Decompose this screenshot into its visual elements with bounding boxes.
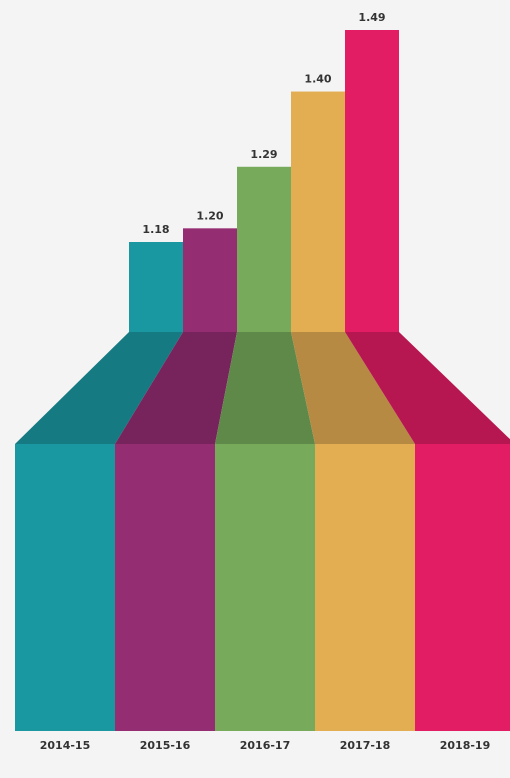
funnel-segment-2017-18 [291, 332, 415, 444]
funnel-segment-2018-19 [345, 332, 510, 444]
funnel-segment-2014-15 [15, 332, 183, 444]
column-2016-17 [215, 444, 315, 731]
value-label: 1.49 [358, 11, 385, 24]
value-label: 1.40 [304, 73, 331, 86]
value-label: 1.20 [196, 209, 223, 222]
column-2018-19 [415, 444, 510, 731]
bar-2016-17 [237, 166, 291, 332]
category-label: 2017-18 [340, 739, 391, 752]
column-2014-15 [15, 444, 115, 731]
bar-2015-16 [183, 228, 237, 332]
funnel-segment-2016-17 [215, 332, 315, 444]
funnel-segment-2015-16 [115, 332, 237, 444]
column-2015-16 [115, 444, 215, 731]
value-label: 1.29 [250, 148, 277, 161]
category-label: 2016-17 [240, 739, 291, 752]
category-label: 2015-16 [140, 739, 191, 752]
bar-2017-18 [291, 91, 345, 332]
value-label: 1.18 [142, 223, 169, 236]
category-label: 2018-19 [440, 739, 491, 752]
bar-2018-19 [345, 30, 399, 332]
category-label: 2014-15 [40, 739, 91, 752]
column-2017-18 [315, 444, 415, 731]
bar-2014-15 [129, 242, 183, 332]
